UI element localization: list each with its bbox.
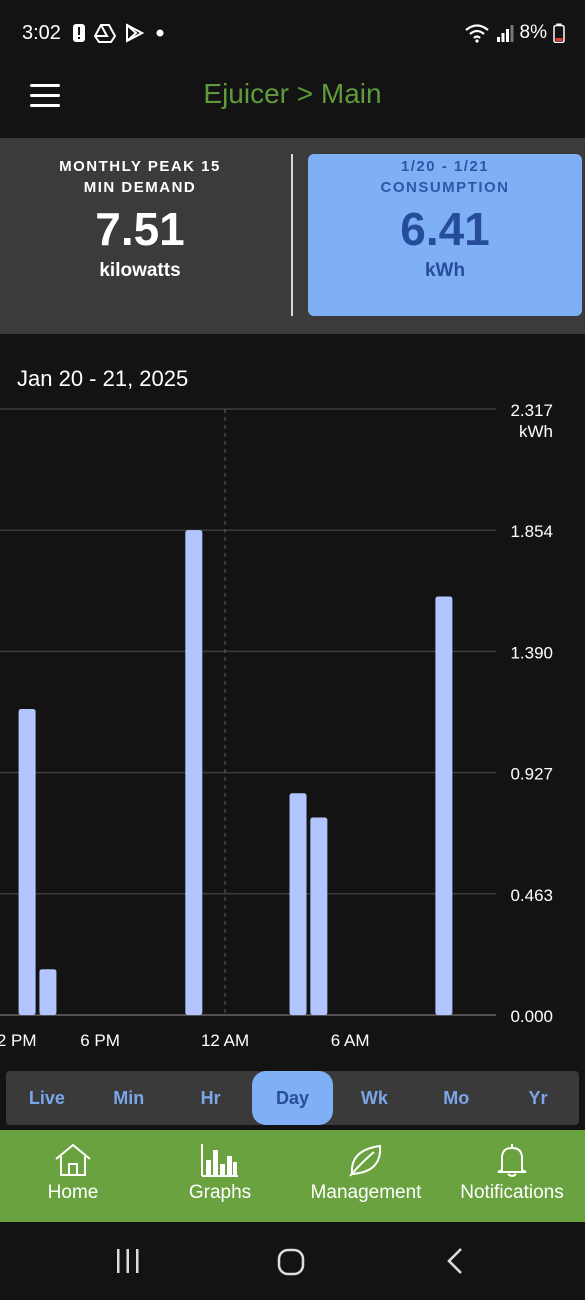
chart-bar <box>435 596 453 1015</box>
home-circle-icon[interactable] <box>277 1248 305 1276</box>
bell-icon <box>497 1144 527 1177</box>
nav-notifications-label: Notifications <box>460 1182 564 1203</box>
alert-icon <box>73 24 85 42</box>
nav-notifications[interactable]: Notifications <box>448 1130 576 1222</box>
chart-bar <box>185 530 203 1015</box>
dot-icon <box>156 29 164 37</box>
status-bar: 3:02 8% <box>0 0 585 66</box>
consumption-unit: kWh <box>424 260 466 281</box>
bar-chart-icon <box>201 1144 238 1177</box>
hamburger-menu-icon[interactable] <box>30 82 62 110</box>
chart-date-range: Jan 20 - 21, 2025 <box>17 366 189 391</box>
chart-bar <box>289 793 307 1015</box>
nav-home-label: Home <box>47 1182 99 1203</box>
nav-management-label: Management <box>310 1182 422 1203</box>
chart-bar <box>18 708 36 1015</box>
peak-value: 7.51 <box>95 203 185 255</box>
monthly-peak-card[interactable]: MONTHLY PEAK 15 MIN DEMAND 7.51 kilowatt… <box>0 138 280 334</box>
range-wk-button[interactable]: Wk <box>360 1088 388 1108</box>
peak-label-line2: MIN DEMAND <box>83 179 197 196</box>
consumption-card[interactable]: 1/20 - 1/21 CONSUMPTION 6.41 kWh <box>308 154 582 316</box>
status-icons-right: 8% <box>464 22 565 44</box>
nav-home[interactable]: Home <box>23 1130 123 1222</box>
leaf-icon <box>349 1144 382 1177</box>
page-title: Ejuicer > Main <box>203 78 382 109</box>
drive-icon <box>94 24 116 43</box>
signal-icon <box>496 25 514 42</box>
y-tick-label: 0.927 <box>510 765 553 784</box>
range-selector: Live Min Hr Day Wk Mo Yr <box>6 1071 579 1125</box>
status-time: 3:02 <box>22 22 61 44</box>
range-hr-button[interactable]: Hr <box>200 1088 221 1108</box>
app-bar: Ejuicer > Main <box>0 66 585 138</box>
chart-bar <box>39 969 57 1015</box>
peak-label-line1: MONTHLY PEAK 15 <box>59 158 221 175</box>
y-unit-label: kWh <box>519 422 553 441</box>
range-yr-button[interactable]: Yr <box>528 1088 548 1108</box>
consumption-label: 1/20 - 1/21 CONSUMPTION <box>308 156 582 198</box>
battery-percent: 8% <box>519 22 547 43</box>
y-tick-label: 0.463 <box>510 886 553 905</box>
peak-unit: kilowatts <box>99 260 181 281</box>
x-tick-label: 6 AM <box>331 1031 370 1050</box>
back-icon[interactable] <box>444 1246 466 1276</box>
wifi-icon <box>464 24 489 43</box>
range-min-button[interactable]: Min <box>113 1088 145 1108</box>
range-mo-button[interactable]: Mo <box>443 1088 470 1108</box>
home-icon <box>55 1143 91 1176</box>
nav-graphs-label: Graphs <box>188 1182 252 1203</box>
nav-management[interactable]: Management <box>300 1130 432 1222</box>
x-tick-label: 12 AM <box>201 1031 249 1050</box>
summary-divider <box>291 154 293 316</box>
x-tick-label: 6 PM <box>80 1031 120 1050</box>
summary-panel: MONTHLY PEAK 15 MIN DEMAND 7.51 kilowatt… <box>0 138 585 334</box>
consumption-label-line1: 1/20 - 1/21 <box>400 158 490 175</box>
recents-icon[interactable] <box>114 1248 142 1274</box>
bottom-nav: Home Graphs Management Notifications <box>0 1130 585 1222</box>
range-live-button[interactable]: Live <box>28 1088 65 1108</box>
y-tick-label: 0.000 <box>510 1007 553 1026</box>
chart-bar <box>310 817 328 1015</box>
consumption-value: 6.41 <box>400 203 490 255</box>
play-store-icon <box>126 23 144 43</box>
battery-icon <box>553 23 565 43</box>
nav-graphs[interactable]: Graphs <box>170 1130 270 1222</box>
range-day-button[interactable]: Day <box>252 1071 333 1125</box>
consumption-label-line2: CONSUMPTION <box>380 179 510 196</box>
consumption-chart[interactable]: 2.317 1.854 1.390 0.927 0.463 0.000 kWh 2 PM 6 P… <box>0 400 585 1060</box>
peak-label: MONTHLY PEAK 15 MIN DEMAND <box>0 156 280 198</box>
x-tick-label: 2 PM <box>0 1031 37 1050</box>
system-nav-bar <box>0 1222 585 1300</box>
y-tick-label: 1.390 <box>510 643 553 662</box>
y-tick-label: 1.854 <box>510 522 553 541</box>
status-icons-left <box>72 22 168 44</box>
y-tick-label: 2.317 <box>510 401 553 420</box>
